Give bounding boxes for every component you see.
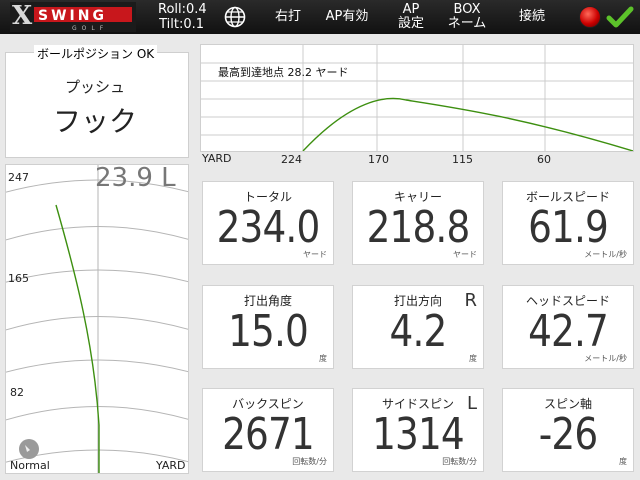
globe-icon[interactable] (224, 6, 246, 28)
metric-unit: 回転数/分 (292, 457, 327, 466)
ap-enable-button[interactable]: AP有効 (325, 9, 369, 24)
metric-value: 61.9 (528, 202, 609, 253)
metric-card-spin-axis: スピン軸 -26 度 (502, 388, 634, 472)
ap-settings-button[interactable]: AP 設定 (397, 2, 424, 31)
box-name-button[interactable]: BOX ネーム (447, 2, 487, 31)
logo-golf: GOLF (72, 25, 108, 32)
metric-card-carry: キャリー 218.8 ヤード (352, 181, 484, 265)
top-tick-label: 165 (8, 272, 29, 285)
metric-label: 打出方向 (393, 294, 442, 308)
shot-shape-secondary: フック (52, 105, 137, 138)
max-height-readout: 最高到達地点 28.2 ヤード (218, 66, 349, 79)
top-bar: X SWING GOLF Roll:0.4 Tilt:0.1 右打 AP有効 A… (0, 0, 640, 34)
right-handed-button[interactable]: 右打 (274, 9, 301, 24)
metric-value: 42.7 (528, 306, 609, 357)
metric-value: 15.0 (228, 306, 309, 357)
metric-unit: メートル/秒 (584, 354, 627, 363)
metric-value: -26 (538, 409, 598, 460)
direction-indicator: L (466, 393, 477, 414)
side-tick-label: 115 (452, 153, 473, 166)
metric-label: サイドスピン (381, 397, 454, 411)
metric-label: 打出角度 (243, 294, 292, 308)
metric-value: 218.8 (366, 202, 471, 253)
side-axis-unit: YARD (202, 152, 232, 165)
metric-card-sidespin: サイドスピン L 1314 回転数/分 (352, 388, 484, 472)
metric-unit: メートル/秒 (584, 250, 627, 259)
metric-card-head-speed: ヘッドスピード 42.7 メートル/秒 (502, 285, 634, 369)
mode-label: Normal (10, 459, 50, 472)
side-tick-label: 60 (537, 153, 551, 166)
metric-label: ヘッドスピード (525, 294, 610, 308)
roll-tilt-readout: Roll:0.4 Tilt:0.1 (158, 2, 207, 32)
top-trajectory-line (55, 204, 100, 473)
metric-card-launch-direction: 打出方向 R 4.2 度 (352, 285, 484, 369)
lateral-deviation: 23.9 L (95, 163, 176, 193)
top-axis-unit: YARD (156, 459, 186, 472)
metric-unit: 度 (319, 354, 327, 363)
side-tick-label: 170 (368, 153, 389, 166)
roll-readout: Roll:0.4 (158, 2, 207, 17)
metric-label: スピン軸 (543, 397, 592, 411)
metric-value: 4.2 (389, 306, 448, 357)
metric-label: ボールスピード (525, 190, 610, 204)
connection-status-led (579, 6, 601, 28)
tilt-readout: Tilt:0.1 (159, 17, 204, 32)
metric-unit: 度 (469, 354, 477, 363)
metric-label: キャリー (393, 190, 442, 204)
metric-value: 2671 (222, 409, 315, 460)
metric-unit: 回転数/分 (442, 457, 477, 466)
metric-card-backspin: バックスピン 2671 回転数/分 (202, 388, 334, 472)
shot-shape-primary: プッシュ (64, 78, 125, 96)
metric-unit: ヤード (453, 250, 477, 259)
check-icon[interactable] (606, 5, 634, 29)
side-trajectory-panel (200, 44, 634, 152)
xswing-logo: X SWING GOLF (10, 2, 136, 32)
metric-label: トータル (243, 190, 292, 204)
top-tick-label: 247 (8, 171, 29, 184)
metric-unit: 度 (619, 457, 627, 466)
side-tick-label: 224 (281, 153, 302, 166)
direction-indicator: R (464, 290, 477, 311)
side-trajectory-chart (201, 45, 634, 152)
metric-unit: ヤード (303, 250, 327, 259)
metric-value: 1314 (372, 409, 465, 460)
metric-card-launch-angle: 打出角度 15.0 度 (202, 285, 334, 369)
top-tick-label: 82 (10, 386, 24, 399)
side-trajectory-line (302, 97, 634, 152)
top-view-panel (5, 164, 189, 474)
connect-button[interactable]: 接続 (518, 9, 545, 24)
logo-x: X (12, 2, 33, 31)
top-view-chart (6, 165, 188, 473)
golf-ball-icon[interactable] (18, 438, 40, 460)
metric-label: バックスピン (232, 397, 304, 411)
ball-position-label: ボールポジション OK (34, 45, 158, 62)
metric-value: 234.0 (216, 202, 321, 253)
metric-card-total: トータル 234.0 ヤード (202, 181, 334, 265)
metric-card-ball-speed: ボールスピード 61.9 メートル/秒 (502, 181, 634, 265)
logo-swing: SWING (38, 8, 107, 24)
